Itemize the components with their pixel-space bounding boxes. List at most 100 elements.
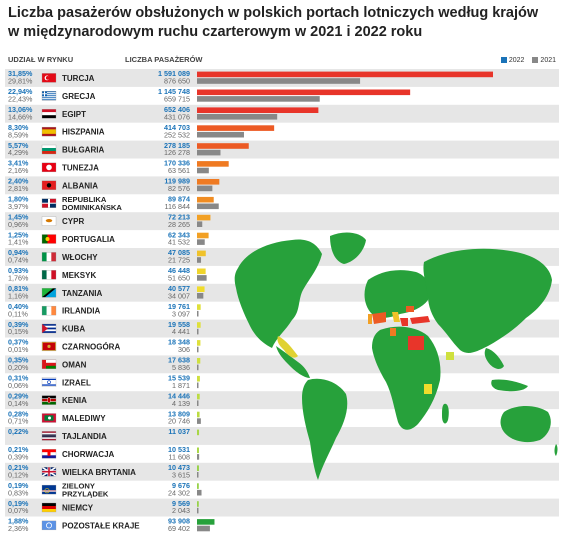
bar-2021	[197, 114, 278, 120]
flag-stripe	[42, 324, 56, 326]
flag-al-icon	[41, 180, 57, 190]
bar-2022	[197, 107, 319, 113]
bar-2021	[197, 221, 203, 227]
flag-band	[42, 234, 48, 244]
row-stripe	[5, 176, 559, 195]
flag-gb-icon	[41, 466, 57, 477]
flag-stripe	[51, 306, 56, 316]
flag-ie-icon	[41, 305, 57, 316]
passengers-2022-label: 652 406	[164, 105, 190, 114]
passengers-2022-label: 19 558	[168, 320, 190, 329]
flag-outline	[41, 73, 57, 83]
chart-title-line-2: w międzynarodowym ruchu czarterowym w 20…	[8, 24, 423, 40]
flag-stripe	[42, 306, 47, 316]
bar-2021	[197, 275, 207, 281]
share-2022-label: 1,45%	[8, 212, 29, 221]
share-2022-label: 3,41%	[8, 159, 29, 168]
flag-stripe	[46, 252, 52, 262]
share-2022-label: 2,40%	[8, 177, 29, 186]
flag-outline	[41, 359, 57, 369]
passengers-2021-label: 2 043	[172, 506, 190, 515]
flag-stripe	[42, 91, 56, 93]
flag-island	[45, 219, 53, 223]
flag-stripe	[42, 95, 56, 97]
flag-field	[42, 520, 56, 530]
flag-emblem	[47, 344, 51, 348]
passengers-2022-label: 1 591 089	[158, 69, 190, 78]
country-name: CHORWACJA	[62, 450, 115, 459]
bar-2022	[197, 214, 211, 221]
passengers-2022-label: 19 761	[168, 302, 190, 311]
flag-outline	[41, 144, 57, 155]
flag-stripe	[42, 434, 56, 436]
share-2021-label: 2,16%	[8, 166, 29, 175]
country-name: PORTUGALIA	[62, 235, 115, 244]
flag-gr-icon	[41, 91, 57, 101]
flag-stripe	[42, 432, 56, 435]
share-2021-label: 22,43%	[8, 95, 33, 104]
country-row: 0,22% TAJLANDIA 11 037	[8, 427, 200, 441]
passengers-2021-label: 252 532	[164, 130, 190, 139]
flag-globe	[46, 522, 53, 529]
bar-2021	[197, 418, 201, 424]
passengers-2022-label: 40 577	[168, 284, 190, 293]
legend-label-2021: 2021	[540, 57, 556, 64]
row-stripe	[5, 355, 559, 374]
flag-th-icon	[41, 431, 57, 441]
bar-2021	[197, 454, 200, 460]
share-2022-label: 5,57%	[8, 141, 29, 150]
share-2022-label: 0,37%	[8, 338, 29, 347]
flag-outline	[41, 413, 57, 423]
share-2022-label: 0,31%	[8, 374, 29, 383]
flag-triangle	[42, 324, 48, 333]
flag-eagle	[46, 183, 52, 188]
map-asia	[423, 248, 552, 353]
flag-outline	[41, 288, 57, 298]
country-name: TAJLANDIA	[62, 432, 107, 441]
bar-2021	[197, 472, 199, 478]
flag-diagonal	[42, 288, 56, 298]
flag-tn-icon	[41, 162, 57, 173]
flag-stripe	[42, 431, 56, 433]
bar-2021	[197, 131, 244, 138]
country-name: KENIA	[62, 396, 87, 405]
bar-2022	[197, 125, 275, 131]
bar-2021	[197, 239, 205, 245]
flag-stripe	[42, 509, 56, 512]
share-2022-label: 0,28%	[8, 409, 29, 418]
bar-2022	[197, 447, 199, 454]
passengers-2021-label: 34 007	[168, 291, 190, 300]
map-north-america	[234, 239, 322, 348]
flag-stripe	[42, 98, 56, 100]
share-2022-label: 0,19%	[8, 499, 29, 508]
country-name: POZOSTAŁE KRAJE	[62, 522, 140, 531]
flag-stripe	[42, 327, 56, 330]
passengers-2022-label: 72 213	[168, 212, 190, 221]
share-2021-label: 0,12%	[8, 470, 29, 479]
bar-2021	[197, 525, 210, 532]
flag-outline	[41, 449, 57, 459]
flag-outline	[41, 305, 57, 316]
country-name: OMAN	[62, 360, 87, 369]
bar-2022	[197, 393, 200, 400]
country-name: IRLANDIA	[62, 307, 100, 316]
share-2021-label: 4,29%	[8, 148, 29, 157]
flag-band	[46, 365, 56, 369]
flag-cross	[42, 93, 47, 95]
passengers-2021-label: 51 650	[168, 274, 190, 283]
share-2021-label: 0,15%	[8, 327, 29, 336]
flag-il-icon	[41, 377, 57, 387]
flag-tr-icon	[41, 73, 57, 83]
passengers-2022-label: 170 336	[164, 159, 190, 168]
country-name: MALEDIWY	[62, 414, 106, 423]
share-2022-label: 8,30%	[8, 123, 29, 132]
bar-2021	[197, 328, 199, 335]
flag-stripe	[42, 148, 56, 151]
flag-tz-icon	[41, 288, 57, 298]
flag-stripe	[42, 503, 56, 506]
flag-cv-icon	[41, 484, 57, 495]
